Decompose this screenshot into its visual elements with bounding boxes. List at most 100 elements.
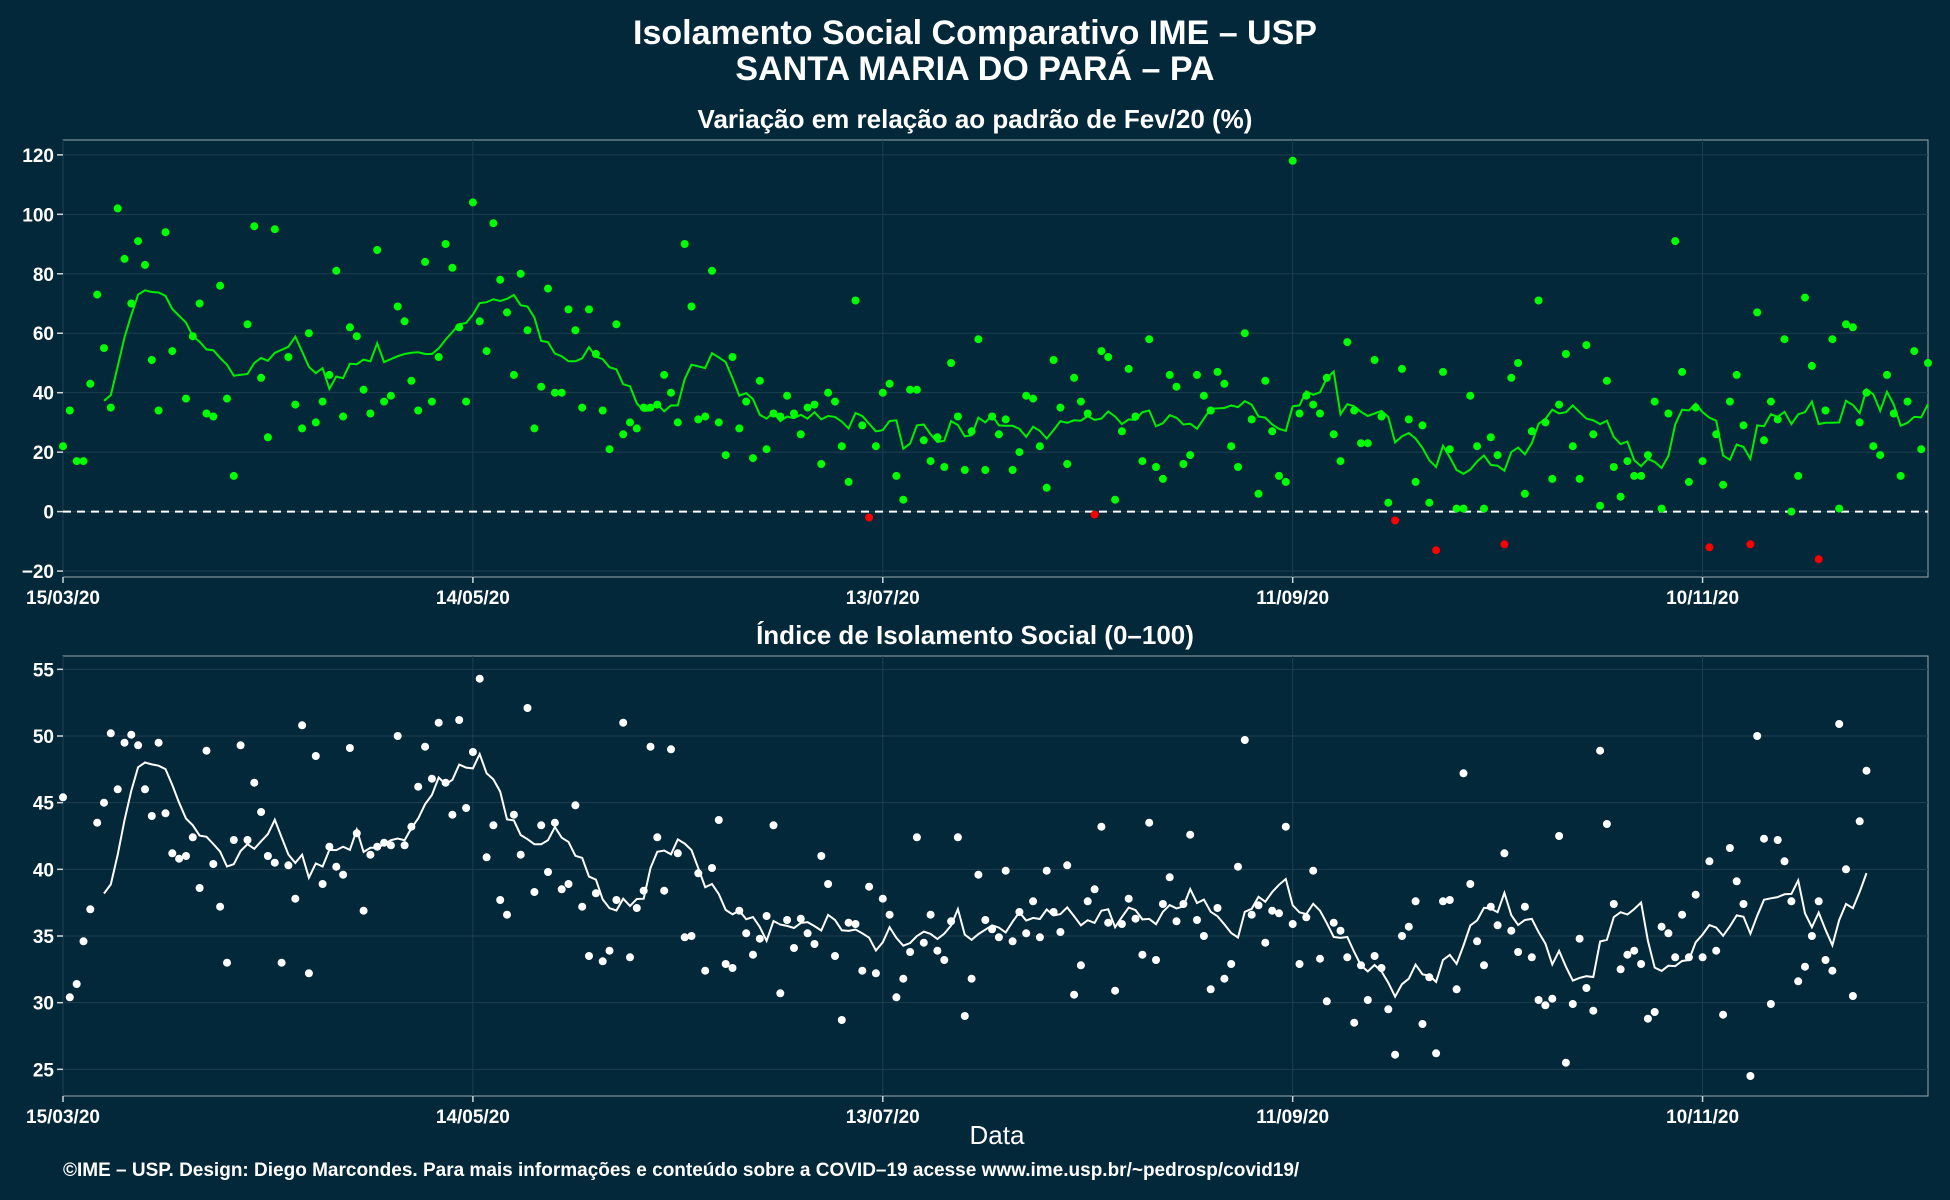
panel2-point (1227, 960, 1236, 968)
panel2-point (1623, 950, 1632, 959)
panel2-point (1561, 1058, 1570, 1067)
panel2-point (1650, 1008, 1659, 1016)
panel2-point (161, 809, 170, 818)
panel1-point (482, 347, 491, 356)
panel2-point (742, 929, 751, 938)
panel1-point (345, 323, 354, 332)
panel2-point (790, 944, 798, 952)
panel2-point (1152, 956, 1160, 964)
panel1-point (1486, 433, 1495, 442)
panel2-point (113, 785, 122, 794)
panel2-point (291, 894, 300, 903)
panel1-point (653, 400, 662, 409)
panel1-point (1760, 436, 1768, 445)
panel1-point (598, 406, 607, 415)
panel1-point (1896, 471, 1905, 480)
panel2-point (1418, 1020, 1427, 1028)
panel1-point (1609, 463, 1618, 471)
panel2-point (1787, 897, 1796, 906)
panel2-point (1398, 932, 1406, 940)
panel1-point (1220, 379, 1229, 388)
panel2-point (994, 933, 1003, 942)
panel2-point (1486, 902, 1495, 911)
panel1-point (1343, 338, 1352, 347)
panel2-point (1377, 964, 1386, 972)
panel1-y-ticks: −20 0 20 40 60 80 100 120 (22, 146, 63, 583)
panel1-points (59, 156, 1932, 564)
panel2-point (1404, 922, 1413, 931)
panel2-point (468, 748, 477, 756)
panel2-ytick-label: 25 (33, 1060, 55, 1081)
panel1-point (1794, 471, 1803, 480)
panel2-point (1575, 934, 1584, 943)
panel1-point (113, 204, 122, 213)
panel2-point (865, 882, 874, 891)
panel2-xtick-label: 13/07/20 (846, 1107, 920, 1128)
panel2-point (373, 842, 382, 851)
panel2-point (1425, 973, 1434, 982)
panel1-point (912, 385, 921, 394)
panel2-point (960, 1012, 969, 1020)
panel2-point (701, 966, 710, 975)
panel1-point (1534, 296, 1543, 305)
panel1-point (1664, 409, 1673, 418)
panel2-point (332, 862, 341, 871)
panel1-point (1855, 418, 1864, 427)
panel2-point (1582, 984, 1591, 992)
panel2-point (1281, 822, 1290, 831)
panel2-point (1029, 897, 1038, 906)
panel2-point (1602, 820, 1611, 828)
panel1-ytick-label: 80 (33, 265, 54, 286)
panel1-point (1753, 308, 1762, 317)
panel1-point (1514, 359, 1523, 367)
panel1-point (1111, 495, 1120, 504)
panel2-point (1179, 900, 1188, 908)
panel2-point (127, 730, 136, 739)
panel1-point (1746, 540, 1755, 549)
panel2-point (1807, 932, 1816, 940)
panel1-point (1814, 555, 1823, 564)
panel1-point (223, 394, 231, 403)
panel2-point (1643, 1014, 1652, 1023)
panel2-point (523, 704, 532, 712)
panel1-point (1807, 361, 1816, 370)
panel1-point (380, 397, 389, 406)
panel1-point (65, 406, 74, 415)
panel2-point (414, 782, 423, 791)
panel2-point (257, 808, 266, 816)
panel1-xtick-label: 11/09/20 (1256, 588, 1329, 609)
panel1-point (796, 430, 805, 439)
panel2-point (147, 812, 156, 820)
panel1-point (468, 198, 477, 207)
panel2-point (277, 958, 286, 967)
panel1-point (612, 320, 621, 329)
panel1-point (59, 442, 67, 451)
panel1-point (455, 323, 464, 332)
panel1-point (1035, 442, 1044, 451)
panel2-point (1097, 822, 1106, 831)
panel2-point (1056, 928, 1065, 936)
panel1-point (1500, 540, 1509, 549)
panel2-point (1131, 914, 1140, 923)
panel1-point (1288, 156, 1297, 165)
panel1-xtick-label: 10/11/20 (1666, 588, 1739, 609)
panel2-point (680, 933, 689, 942)
panel2-point (1357, 961, 1365, 970)
panel1-point (844, 477, 853, 486)
panel1-point (530, 424, 539, 433)
panel2-point (366, 850, 375, 859)
panel1-point (803, 403, 812, 412)
panel2-point (79, 937, 88, 946)
panel1-point (1773, 415, 1782, 424)
panel2-point (660, 886, 669, 895)
panel1-point (981, 466, 990, 474)
panel1-ytick-label: 20 (33, 443, 54, 464)
panel1-point (407, 376, 416, 385)
panel2-point (386, 841, 395, 850)
panel2-point (837, 1016, 846, 1024)
panel2-point (1165, 873, 1174, 882)
panel2-point (933, 946, 942, 955)
panel1-point (427, 397, 436, 406)
